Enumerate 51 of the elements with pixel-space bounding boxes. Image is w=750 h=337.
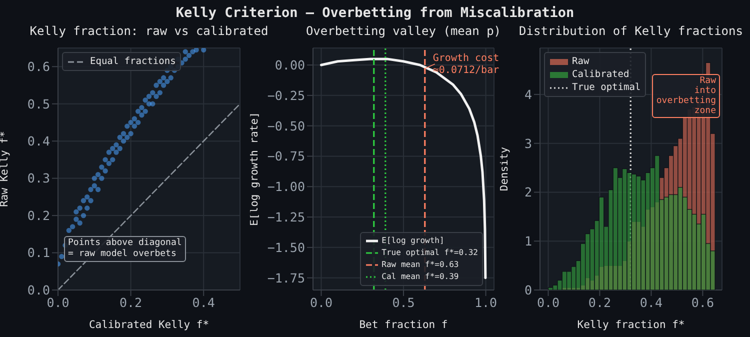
y-tick-label: −0.75 [267, 148, 305, 164]
y-tick-label: −1.75 [267, 270, 305, 286]
ref-line-label: Cal mean f*=0.39 [382, 271, 459, 283]
y-tick-label: 0 [524, 282, 532, 298]
annotation: Raw into overbetting zone [652, 74, 720, 118]
x-tick-label: 0.0 [310, 294, 333, 310]
x-tick-label: 0.2 [120, 294, 142, 310]
x-tick-label: 0.6 [691, 294, 714, 310]
y-tick-label: 0.4 [27, 134, 50, 149]
y-tick-label: 0.3 [27, 170, 50, 186]
chart-title: Distribution of Kelly fractions [519, 24, 743, 38]
x-axis-title: Kelly fraction f* [577, 319, 685, 331]
ref-line-label: True optimal [572, 81, 641, 94]
x-tick-label: 0.5 [392, 294, 415, 310]
y-axis-title: Density [498, 146, 511, 192]
legend-label: Calibrated [572, 68, 630, 81]
chart-title: Overbetting valley (mean p) [306, 24, 502, 38]
ref-line-label: True optimal f*=0.32 [382, 247, 478, 259]
y-axis-title: E[log growth rate] [248, 112, 261, 226]
y-tick-label: 0.6 [27, 59, 50, 74]
y-tick-label: 1 [524, 234, 532, 249]
x-axis-title: Calibrated Kelly f* [88, 319, 210, 331]
chart-title: Kelly fraction: raw vs calibrated [30, 24, 268, 38]
y-tick-label: 0.5 [27, 96, 50, 112]
y-tick-label: −1.00 [267, 179, 305, 194]
x-tick-label: 0.2 [588, 294, 612, 310]
y-tick-label: −1.25 [267, 209, 305, 224]
text: Kelly Criterion — Overbetting from Miscalibration [174, 5, 576, 21]
x-tick-label: 0.0 [536, 294, 560, 310]
y-tick-label: 2 [524, 184, 532, 200]
y-tick-label: 3 [524, 136, 532, 151]
x-axis-title: Bet fraction f [359, 319, 448, 331]
annotation: Points above diagonal = raw model overbets [64, 236, 186, 262]
y-tick-label: 0.2 [27, 208, 50, 223]
y-tick-label: 0.00 [274, 57, 305, 72]
y-tick-label: 4 [524, 86, 532, 102]
legend-label: Equal fractions [90, 55, 176, 68]
x-tick-label: 0.4 [640, 294, 662, 310]
legend-label: E[log growth] [382, 235, 444, 247]
y-tick-label: 0.1 [27, 245, 50, 260]
y-tick-label: −0.50 [267, 118, 305, 134]
x-tick-label: 0.0 [46, 294, 70, 310]
legend-label: Raw [572, 55, 590, 68]
y-tick-label: 0.0 [27, 282, 50, 298]
y-tick-label: −1.50 [267, 240, 305, 255]
x-tick-label: 1.0 [474, 294, 498, 310]
annotation: Growth cost ≈0.0712/bar [432, 52, 500, 76]
ref-line-label: Raw mean f*=0.63 [382, 259, 459, 271]
x-tick-label: 0.4 [192, 294, 215, 310]
y-tick-label: −0.25 [267, 88, 305, 103]
y-axis-title: Raw Kelly f* [0, 131, 11, 207]
